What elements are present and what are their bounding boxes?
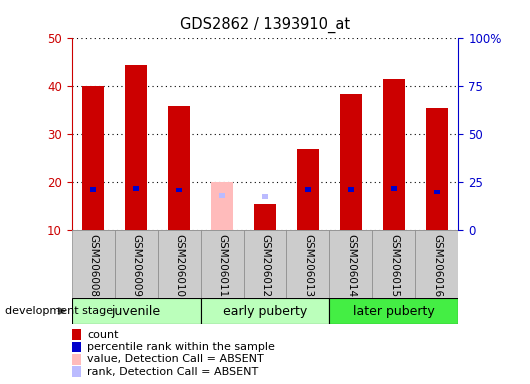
Bar	[373, 230, 416, 298]
Text: early puberty: early puberty	[223, 305, 307, 318]
Bar	[330, 230, 373, 298]
Bar	[125, 65, 147, 230]
Text: count: count	[87, 329, 119, 339]
Text: GSM206016: GSM206016	[432, 234, 442, 297]
Bar	[348, 187, 354, 192]
Text: GSM206010: GSM206010	[174, 234, 184, 297]
Bar	[262, 194, 268, 199]
Text: GSM206012: GSM206012	[260, 234, 270, 297]
Text: GSM206008: GSM206008	[88, 234, 98, 297]
Bar	[91, 187, 95, 192]
Bar	[82, 86, 104, 230]
Bar	[176, 188, 182, 192]
Bar	[340, 94, 361, 230]
Bar	[254, 204, 276, 230]
Bar	[391, 186, 396, 190]
Bar	[219, 194, 225, 198]
Bar	[243, 230, 287, 298]
Text: GSM206013: GSM206013	[303, 234, 313, 297]
Bar	[211, 182, 233, 230]
Bar	[72, 298, 200, 324]
Bar	[297, 149, 319, 230]
Text: development stage: development stage	[5, 306, 113, 316]
Text: GSM206011: GSM206011	[217, 234, 227, 297]
Text: juvenile: juvenile	[111, 305, 161, 318]
Bar	[200, 230, 243, 298]
Bar	[330, 298, 458, 324]
Bar	[114, 230, 157, 298]
Bar	[416, 230, 458, 298]
Bar	[305, 187, 311, 192]
Bar	[435, 190, 439, 194]
Text: GDS2862 / 1393910_at: GDS2862 / 1393910_at	[180, 17, 350, 33]
Bar	[169, 106, 190, 230]
Bar	[426, 108, 448, 230]
Text: later puberty: later puberty	[353, 305, 435, 318]
Bar	[157, 230, 200, 298]
Bar	[200, 298, 330, 324]
Bar	[72, 230, 114, 298]
Text: rank, Detection Call = ABSENT: rank, Detection Call = ABSENT	[87, 367, 259, 377]
Bar	[287, 230, 330, 298]
Text: GSM206015: GSM206015	[389, 234, 399, 297]
Bar	[383, 79, 405, 230]
Text: percentile rank within the sample: percentile rank within the sample	[87, 342, 275, 352]
Text: value, Detection Call = ABSENT: value, Detection Call = ABSENT	[87, 354, 264, 364]
Text: GSM206014: GSM206014	[346, 234, 356, 297]
Bar	[134, 186, 139, 190]
Text: GSM206009: GSM206009	[131, 234, 141, 297]
